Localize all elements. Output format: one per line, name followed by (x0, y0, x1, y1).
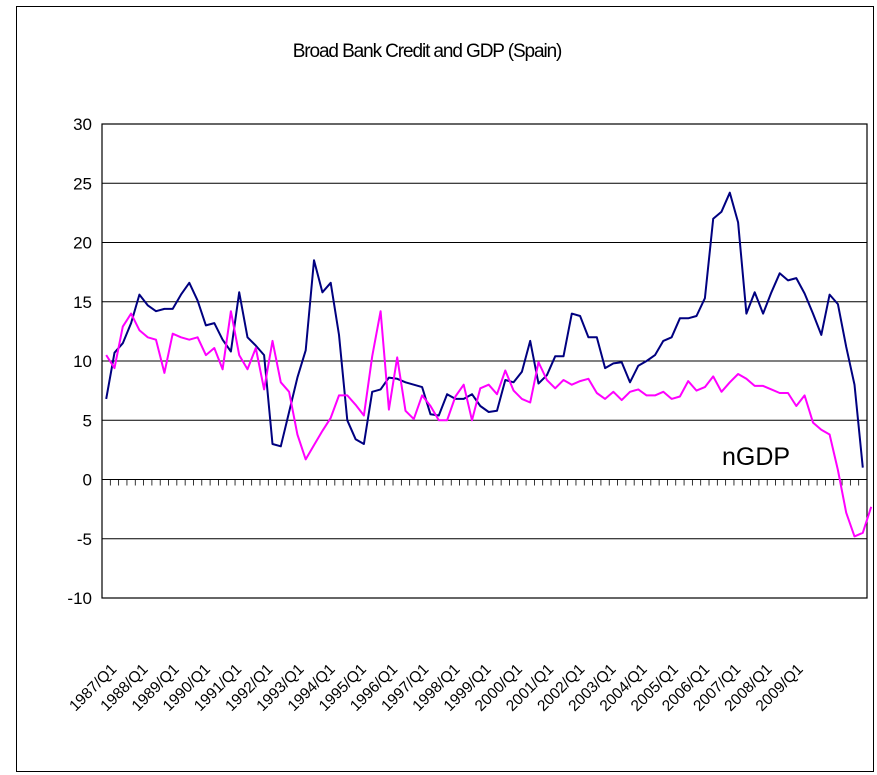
y-tick-label: -10 (67, 589, 92, 608)
series-line-2 (105, 310, 873, 538)
ngdp-annotation: nGDP (722, 443, 790, 471)
y-tick-label: 20 (73, 234, 92, 253)
chart-title: Broad Bank Credit and GDP (Spain) (292, 41, 563, 62)
series-line-1 (105, 191, 864, 468)
line-chart: 302520151050-5-101987/Q11988/Q11989/Q119… (66, 115, 873, 715)
y-tick-label: 25 (73, 174, 92, 193)
y-tick-label: 0 (83, 471, 92, 490)
plot-area-border (101, 123, 868, 599)
chart-frame: Broad Bank Credit and GDP (Spain) 30 25 20… (16, 6, 874, 772)
gridlines (102, 182, 867, 540)
y-tick-label: 15 (73, 293, 92, 312)
y-tick-label: 10 (73, 352, 92, 371)
axes: 302520151050-5-101987/Q11988/Q11989/Q119… (66, 115, 868, 715)
y-tick-label: -5 (77, 530, 92, 549)
y-tick-label: 5 (83, 411, 92, 430)
series-lines (105, 191, 873, 538)
y-tick-label: 30 (73, 115, 92, 134)
